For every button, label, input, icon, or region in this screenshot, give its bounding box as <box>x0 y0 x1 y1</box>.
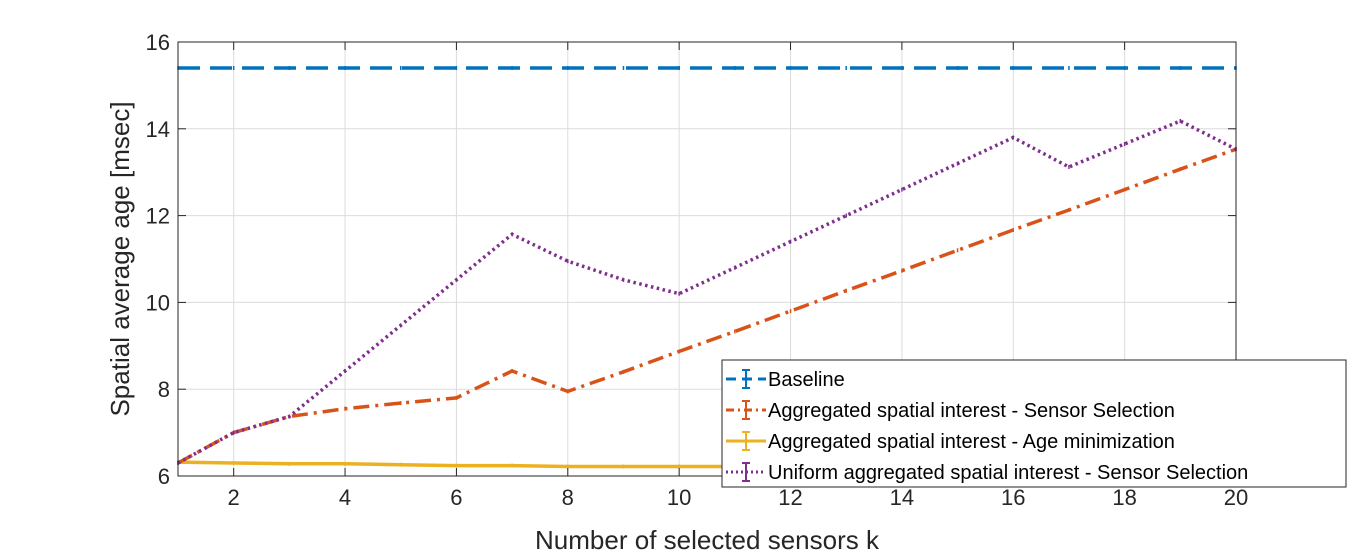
x-tick-label: 6 <box>450 485 462 510</box>
x-tick-label: 18 <box>1112 485 1136 510</box>
y-axis-label: Spatial average age [msec] <box>105 101 135 416</box>
x-tick-label: 8 <box>562 485 574 510</box>
axes: 2 4 6 8 10 12 14 16 18 20 6 8 10 12 14 16 <box>146 30 1249 510</box>
legend-label-2: Aggregated spatial interest - Age minimi… <box>768 431 1175 453</box>
x-tick-label: 20 <box>1224 485 1248 510</box>
series-line-1 <box>177 147 1237 465</box>
y-tick-label: 6 <box>158 464 170 489</box>
x-tick-label: 14 <box>890 485 914 510</box>
x-tick-label: 4 <box>339 485 351 510</box>
x-tick-label: 10 <box>667 485 691 510</box>
legend: Baseline Aggregated spatial interest - Se… <box>721 359 1347 488</box>
y-tick-label: 10 <box>146 290 170 315</box>
y-tick-label: 14 <box>146 117 170 142</box>
y-tick-label: 12 <box>146 204 170 229</box>
legend-label-0: Baseline <box>768 369 845 391</box>
x-axis-label: Number of selected sensors k <box>535 525 880 555</box>
legend-label-3: Uniform aggregated spatial interest - Se… <box>768 462 1248 484</box>
legend-box <box>721 359 1347 488</box>
legend-label-1: Aggregated spatial interest - Sensor Sel… <box>768 400 1175 422</box>
x-tick-label: 2 <box>228 485 240 510</box>
x-tick-label: 16 <box>1001 485 1025 510</box>
y-tick-label: 8 <box>158 377 170 402</box>
x-tick-label: 12 <box>778 485 802 510</box>
y-tick-label: 16 <box>146 30 170 55</box>
series-layer <box>177 66 1237 469</box>
plot-frame <box>177 41 1237 477</box>
series-line-3 <box>177 119 1237 465</box>
